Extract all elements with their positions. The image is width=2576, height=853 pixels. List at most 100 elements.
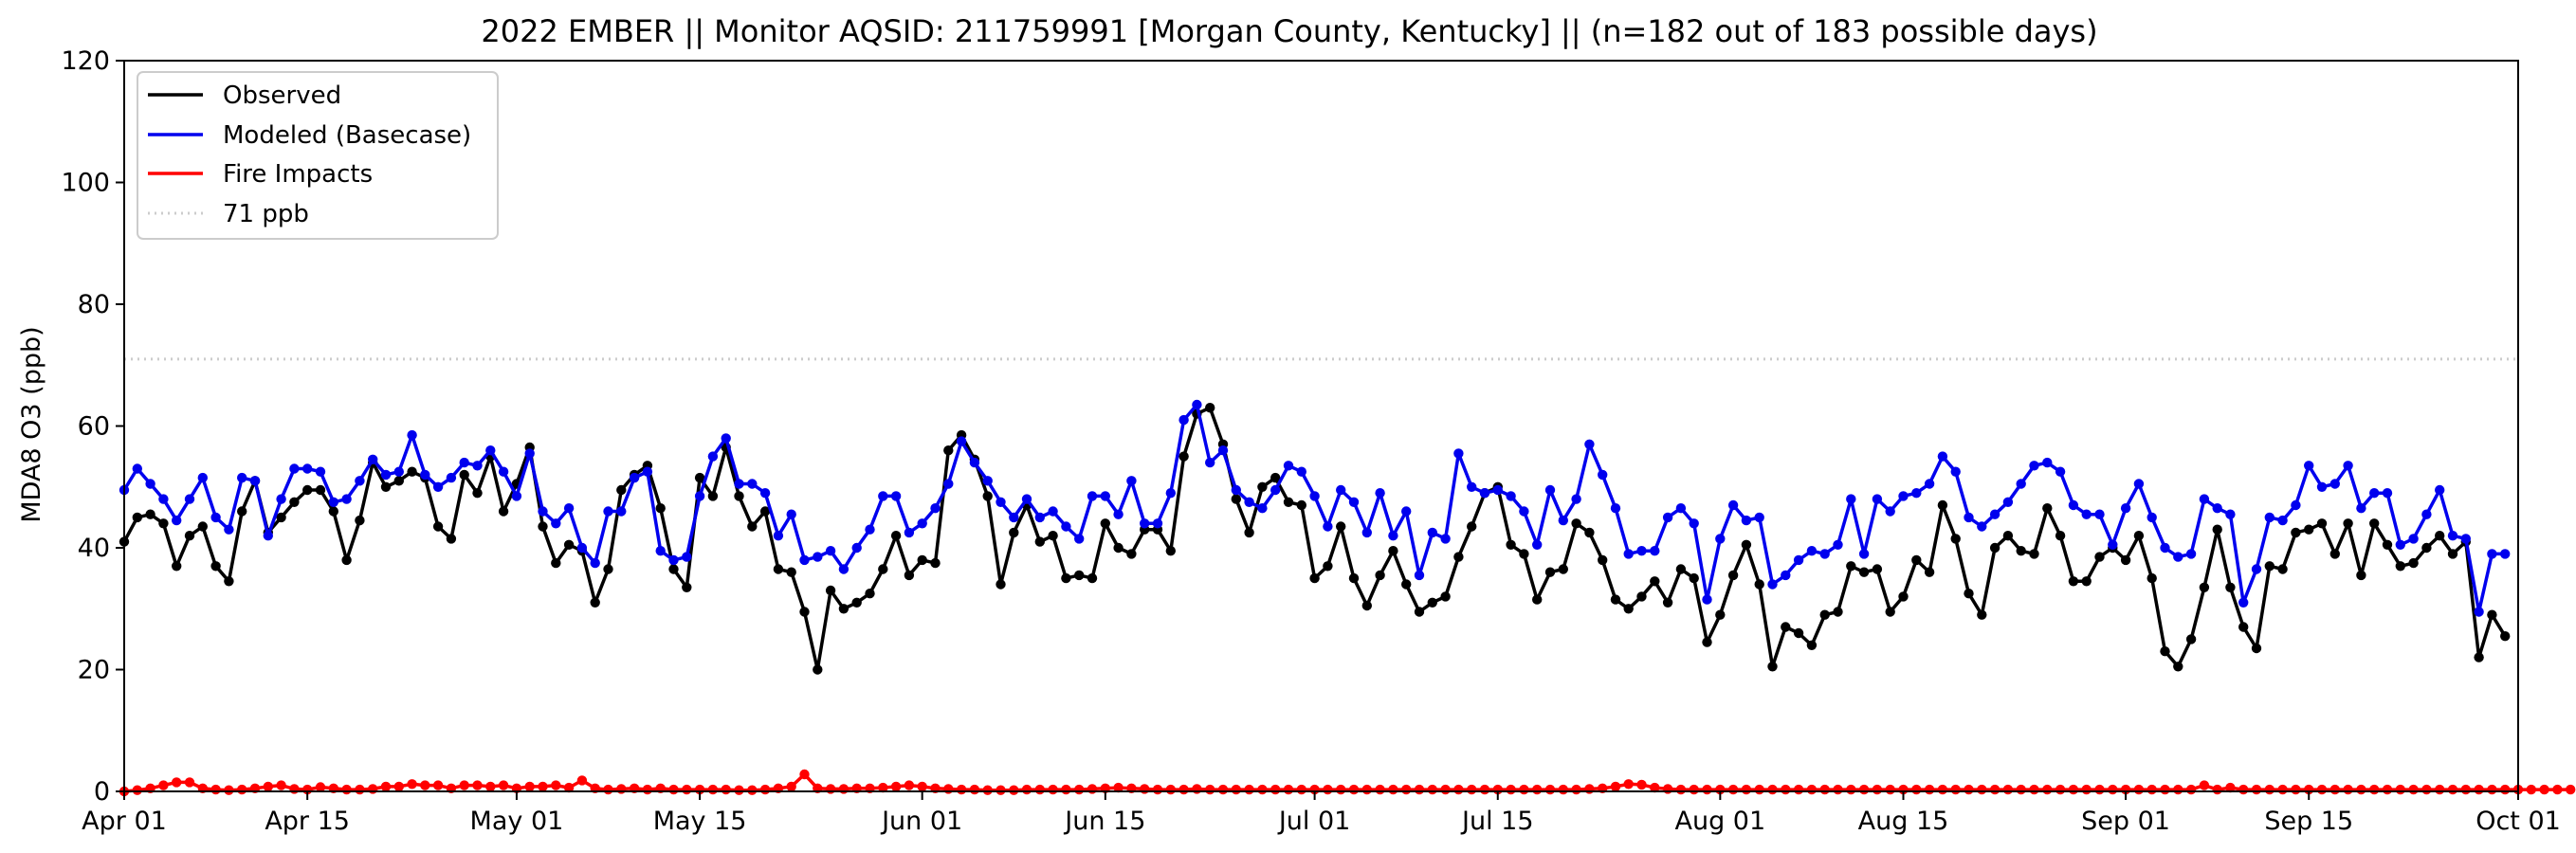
data-point-fire-impacts [1348,784,1360,795]
data-point-fire-impacts [838,784,850,794]
data-point-modeled [1806,546,1818,556]
data-point-modeled [2133,479,2145,489]
data-point-modeled [1061,521,1071,532]
data-point-observed [2487,609,2497,620]
data-point-fire-impacts [1375,784,1385,795]
data-point-fire-impacts [1231,784,1242,795]
data-point-observed [538,521,548,532]
data-point-fire-impacts [1087,784,1098,794]
data-point-observed [1650,576,1660,587]
data-point-fire-impacts [1662,784,1673,794]
data-point-observed [1662,597,1673,608]
legend-label-observed: Observed [223,82,341,110]
data-point-modeled [511,491,522,501]
data-point-observed [1126,549,1137,559]
data-point-observed [2133,531,2145,541]
data-point-modeled [2016,479,2026,489]
data-point-observed [1767,662,1778,672]
data-point-observed [2042,503,2053,514]
data-point-modeled [1100,491,1111,501]
data-point-observed [590,597,600,608]
data-point-fire-impacts [407,779,417,789]
data-point-modeled [1741,515,1752,526]
data-point-observed [878,564,888,574]
data-point-fire-impacts [969,784,980,795]
data-point-fire-impacts [996,785,1006,795]
data-point-fire-impacts [551,780,561,790]
data-point-modeled [1558,515,1569,526]
data-point-fire-impacts [576,775,588,786]
data-point-fire-impacts [393,781,404,792]
data-point-modeled [1584,439,1595,449]
data-point-observed [328,506,338,517]
data-point-observed [1793,627,1804,639]
data-point-modeled [393,466,404,477]
data-point-observed [2304,524,2314,535]
data-point-observed [1440,591,1451,602]
data-point-modeled [1623,549,1634,559]
data-point-modeled [1532,539,1543,550]
data-point-modeled [1689,518,1699,529]
data-point-modeled [1819,549,1830,559]
data-point-observed [2212,524,2222,535]
data-point-fire-impacts [2199,780,2210,790]
data-point-observed [2474,652,2484,662]
data-point-fire-impacts [2369,784,2380,795]
data-point-fire-impacts [721,784,731,795]
data-point-observed [616,484,627,496]
data-point-observed [1178,451,1189,462]
data-point-fire-impacts [2108,784,2118,795]
data-point-observed [2500,631,2511,642]
data-point-fire-impacts [1414,784,1425,795]
data-point-observed [943,445,954,456]
data-point-modeled [851,542,862,554]
data-point-modeled [2185,549,2197,559]
data-point-fire-impacts [786,781,796,792]
data-point-observed [2160,646,2170,657]
data-point-observed [2369,518,2380,529]
data-point-fire-impacts [472,780,483,790]
data-point-modeled [1401,506,1412,517]
data-point-fire-impacts [1009,785,1019,795]
data-point-fire-impacts [1401,784,1412,795]
data-point-observed [603,564,613,574]
data-point-modeled [1257,503,1268,514]
data-point-fire-impacts [2474,784,2484,795]
data-point-fire-impacts [1675,784,1687,795]
data-point-observed [2447,549,2458,559]
data-point-modeled [184,494,195,504]
data-point-fire-impacts [1140,784,1150,794]
data-point-fire-impacts [1819,784,1830,795]
data-point-fire-impacts [132,785,142,795]
data-point-modeled [1767,579,1778,590]
data-point-fire-impacts [289,784,300,794]
data-point-modeled [1165,488,1177,499]
data-point-fire-impacts [1623,779,1634,789]
data-point-fire-impacts [747,785,758,795]
data-point-fire-impacts [1924,784,1935,795]
data-point-fire-impacts [158,780,169,790]
data-point-modeled [2474,607,2484,617]
data-point-fire-impacts [1205,784,1215,795]
data-point-observed [734,491,744,501]
data-point-modeled [2029,461,2039,471]
data-point-fire-impacts [1793,784,1804,795]
data-point-modeled [2225,509,2236,519]
data-point-modeled [576,542,588,554]
data-point-observed [158,518,169,529]
data-point-modeled [1375,488,1385,499]
data-point-modeled [917,518,927,529]
data-point-fire-impacts [1283,784,1294,795]
data-point-modeled [759,488,771,499]
data-point-fire-impacts [1950,784,1961,795]
data-point-observed [1623,604,1634,614]
data-point-observed [682,582,692,592]
data-point-fire-impacts [1074,784,1085,795]
data-point-fire-impacts [1217,784,1229,795]
data-point-observed [1375,570,1385,581]
data-point-modeled [668,554,679,566]
legend-entry-modeled: Modeled (Basecase) [148,121,471,150]
data-point-observed [210,561,221,572]
data-point-observed [1034,536,1046,547]
data-point-observed [432,521,444,532]
